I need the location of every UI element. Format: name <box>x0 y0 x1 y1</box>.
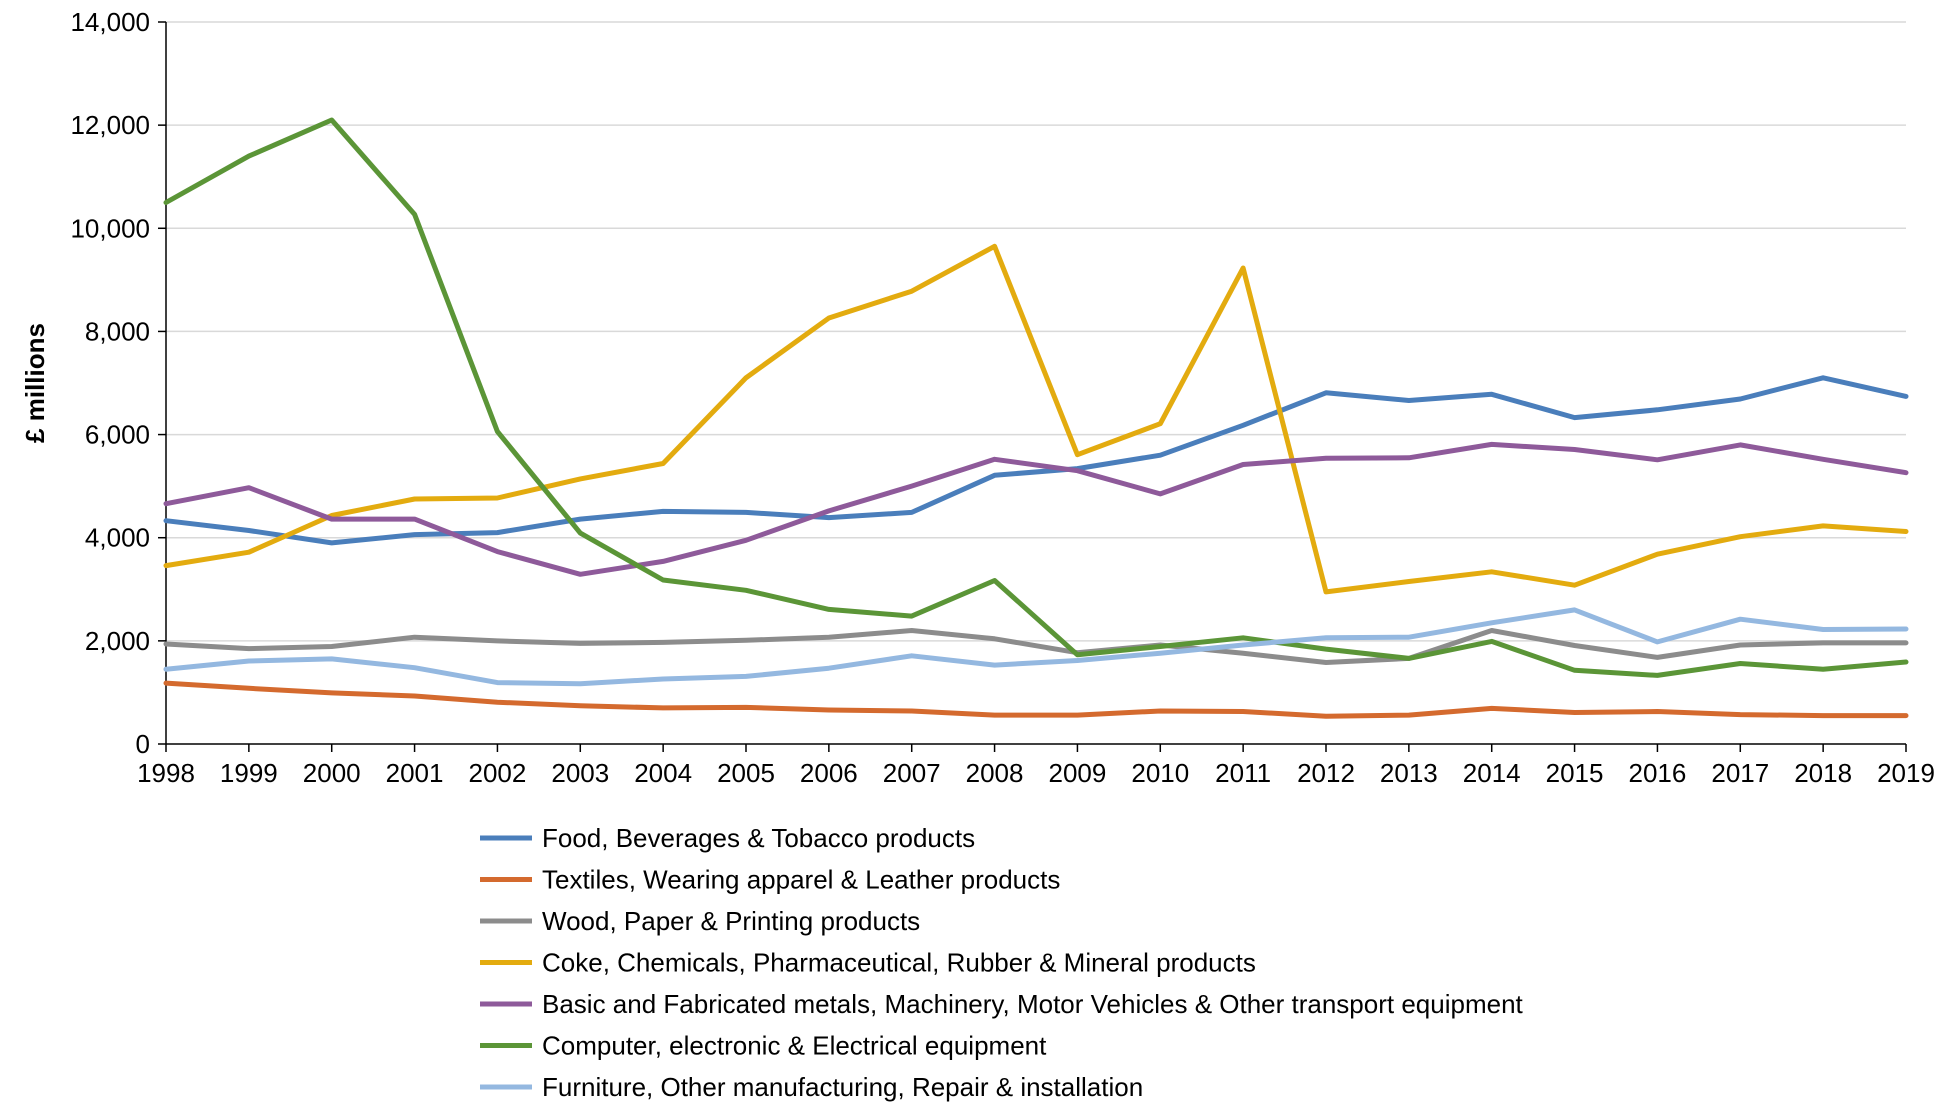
legend-item: Textiles, Wearing apparel & Leather prod… <box>480 865 1060 895</box>
legend-item: Wood, Paper & Printing products <box>480 906 920 936</box>
legend: Food, Beverages & Tobacco products Textil… <box>480 823 1524 1102</box>
x-tick-label: 2006 <box>800 758 858 788</box>
x-tick-label: 2011 <box>1215 758 1271 788</box>
x-tick-label: 2016 <box>1629 758 1687 788</box>
series-line-7 <box>163 607 1909 687</box>
legend-label: Furniture, Other manufacturing, Repair &… <box>542 1072 1143 1102</box>
x-tick-label: 2012 <box>1297 758 1355 788</box>
legend-item: Coke, Chemicals, Pharmaceutical, Rubber … <box>480 948 1256 978</box>
y-tick-label: 4,000 <box>85 523 150 553</box>
series-line-2 <box>163 680 1909 719</box>
x-tick-label: 2001 <box>386 758 444 788</box>
x-tick-label: 2000 <box>303 758 361 788</box>
x-axis-ticks: 1998 1999 2000 2001 2002 2003 2004 2005 2006 2007… <box>137 744 1935 788</box>
legend-label: Food, Beverages & Tobacco products <box>542 823 975 853</box>
x-tick-label: 2008 <box>966 758 1024 788</box>
y-tick-label: 10,000 <box>70 213 150 243</box>
series-line-5 <box>163 441 1909 577</box>
y-tick-label: 12,000 <box>70 110 150 140</box>
legend-label: Coke, Chemicals, Pharmaceutical, Rubber … <box>542 948 1256 978</box>
legend-item: Basic and Fabricated metals, Machinery, … <box>480 989 1524 1019</box>
legend-item: Computer, electronic & Electrical equipm… <box>480 1031 1047 1061</box>
legend-label: Textiles, Wearing apparel & Leather prod… <box>542 865 1060 895</box>
legend-label: Computer, electronic & Electrical equipm… <box>542 1031 1047 1061</box>
x-tick-label: 1999 <box>220 758 278 788</box>
gridlines <box>166 21 1906 642</box>
x-tick-label: 2004 <box>634 758 692 788</box>
x-tick-label: 2009 <box>1049 758 1107 788</box>
series-line-6 <box>163 117 1909 678</box>
x-tick-label: 2019 <box>1877 758 1935 788</box>
y-tick-label: 14,000 <box>70 7 150 37</box>
x-tick-label: 2010 <box>1131 758 1189 788</box>
x-tick-label: 2013 <box>1380 758 1438 788</box>
series-line-3 <box>163 628 1909 665</box>
x-tick-label: 2014 <box>1463 758 1521 788</box>
y-tick-label: 2,000 <box>85 626 150 656</box>
legend-item: Food, Beverages & Tobacco products <box>480 823 975 853</box>
y-tick-label: 0 <box>136 729 150 759</box>
x-tick-label: 1998 <box>137 758 195 788</box>
x-tick-label: 2007 <box>883 758 941 788</box>
series-lines <box>163 117 1909 719</box>
x-tick-label: 2018 <box>1794 758 1852 788</box>
x-tick-label: 2017 <box>1711 758 1769 788</box>
legend-label: Basic and Fabricated metals, Machinery, … <box>542 989 1524 1019</box>
y-axis-ticks: 0 2,000 4,000 6,000 8,000 10,000 12,000 14,000 <box>70 7 166 759</box>
legend-label: Wood, Paper & Printing products <box>542 906 920 936</box>
y-tick-label: 6,000 <box>85 420 150 450</box>
x-tick-label: 2015 <box>1546 758 1604 788</box>
x-tick-label: 2005 <box>717 758 775 788</box>
y-axis-title: £ millions <box>20 323 50 443</box>
legend-item: Furniture, Other manufacturing, Repair &… <box>480 1072 1143 1102</box>
x-tick-label: 2002 <box>469 758 527 788</box>
y-tick-label: 8,000 <box>85 316 150 346</box>
x-tick-label: 2003 <box>551 758 609 788</box>
series-line-4 <box>163 243 1909 595</box>
